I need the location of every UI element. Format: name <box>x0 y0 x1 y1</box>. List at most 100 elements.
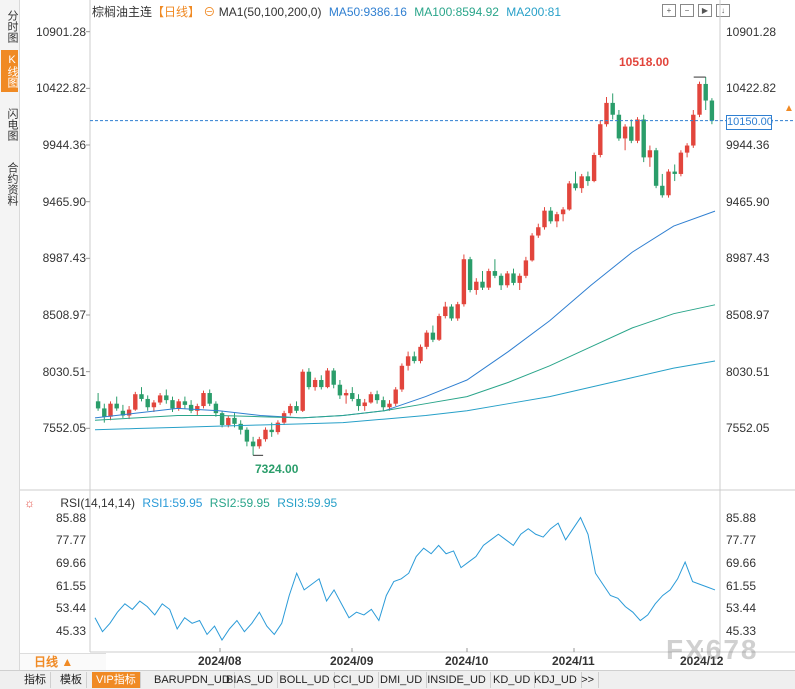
tab-intraday[interactable]: 分时图 <box>6 9 18 43</box>
chart-header: 棕榈油主连【日线】 ⊖ MA1(50,100,200,0) MA50:9386.… <box>92 3 561 20</box>
ma100-line <box>94 304 716 421</box>
candle-body <box>480 281 485 288</box>
ma50-value: MA50:9386.16 <box>328 5 407 19</box>
candle-body <box>145 398 150 408</box>
indicator-tab[interactable]: DMI_UD <box>376 672 428 688</box>
candle-body <box>505 273 510 286</box>
candle-body <box>647 150 653 158</box>
candle-body <box>195 406 200 411</box>
candle-body <box>343 393 349 396</box>
contract-title: 棕榈油主连 <box>92 5 153 19</box>
candle-body <box>548 210 553 222</box>
candle-body <box>294 406 299 411</box>
zoom-out-icon[interactable]: − <box>680 4 694 17</box>
candle-body <box>120 410 126 416</box>
candle-body <box>139 394 144 399</box>
price-tick-right: 8030.51 <box>726 364 770 379</box>
candle-body <box>306 371 312 388</box>
candle-body <box>176 401 181 409</box>
rsi2-value: RSI2:59.95 <box>209 496 270 510</box>
candle-body <box>598 124 603 155</box>
candle-body <box>387 403 392 408</box>
price-tick-right: 10422.82 <box>726 81 777 96</box>
tab-kline[interactable]: K线图 <box>1 50 18 92</box>
candle-body <box>250 441 256 447</box>
candle-body <box>697 83 702 115</box>
date-tick-label: 2024/12 <box>680 654 724 668</box>
price-tick-right: 9465.90 <box>726 194 770 209</box>
indicator-tab[interactable]: 指标 <box>20 672 51 688</box>
candle-body <box>114 403 119 409</box>
indicator-tab[interactable]: VIP指标 <box>92 672 141 688</box>
price-tick-right: 8508.97 <box>726 307 770 322</box>
price-tick-left: 8987.43 <box>42 251 86 266</box>
candle-body <box>170 400 175 409</box>
candle-body <box>374 394 380 401</box>
candle-body <box>405 356 411 366</box>
indicator-tab[interactable]: BARUPDN_UD <box>150 672 235 688</box>
rsi-header: ☼ RSI(14,14,14) RSI1:59.95 RSI2:59.95 RS… <box>24 496 337 510</box>
candle-body <box>517 275 522 283</box>
watermark-logo: FX678 <box>666 634 759 665</box>
candle-body <box>213 403 219 414</box>
candle-body <box>536 227 541 236</box>
candle-body <box>529 235 535 261</box>
indicator-tab[interactable]: INSIDE_UD <box>423 672 491 688</box>
price-tick-right: 8987.43 <box>726 251 770 266</box>
candle-body <box>319 380 324 388</box>
rsi-tick-left: 53.44 <box>55 601 86 616</box>
indicator-tab[interactable]: BIAS_UD <box>222 672 279 688</box>
zoom-in-icon[interactable]: + <box>662 4 676 17</box>
candle-body <box>703 83 708 101</box>
rsi-tick-right: 85.88 <box>726 510 757 525</box>
ma-config-label[interactable]: MA1(50,100,200,0) <box>218 5 322 19</box>
chart-area: 棕榈油主连【日线】 ⊖ MA1(50,100,200,0) MA50:9386.… <box>20 0 795 688</box>
tab-flash[interactable]: 闪电图 <box>6 107 18 141</box>
rsi-tick-left: 85.88 <box>55 510 86 525</box>
candle-body <box>325 370 330 388</box>
candle-body <box>604 102 609 125</box>
candle-body <box>622 126 628 139</box>
candle-body <box>430 332 436 340</box>
candle-body <box>188 404 194 411</box>
tab-contract-info[interactable]: 合约资料 <box>6 162 18 206</box>
candle-body <box>350 393 355 399</box>
play-icon[interactable]: ▶ <box>698 4 712 17</box>
price-tick-left: 10422.82 <box>35 81 86 96</box>
candle-body <box>443 306 448 317</box>
rsi-tick-right: 61.55 <box>726 578 757 593</box>
indicator-tab[interactable]: CCI_UD <box>329 672 379 688</box>
candle-body <box>275 422 281 433</box>
candle-body <box>629 126 634 141</box>
rsi-settings-icon[interactable]: ☼ <box>24 496 35 510</box>
rsi-tick-right: 69.66 <box>726 556 757 571</box>
indicator-tab[interactable]: >> <box>577 672 600 688</box>
candle-body <box>257 439 262 447</box>
candle-body <box>678 152 684 174</box>
indicator-tab[interactable]: BOLL_UD <box>275 672 335 688</box>
ma100-value: MA100:8594.92 <box>414 5 499 19</box>
rsi-tick-right: 45.33 <box>726 623 757 638</box>
price-tick-right: 10901.28 <box>726 24 777 39</box>
price-tick-left: 8030.51 <box>42 364 86 379</box>
rsi-tick-right: 53.44 <box>726 601 757 616</box>
rsi-config-label[interactable]: RSI(14,14,14) <box>60 496 136 510</box>
indicator-tab[interactable]: KDJ_UD <box>530 672 582 688</box>
period-selector[interactable]: 日线 ▲ <box>20 653 106 670</box>
candle-body <box>238 423 243 430</box>
rsi-line <box>94 516 716 641</box>
ma200-value: MA200:81 <box>506 5 561 19</box>
indicator-tab[interactable]: 模板 <box>56 672 87 688</box>
indicator-tab[interactable]: KD_UD <box>489 672 536 688</box>
candle-body <box>381 400 386 408</box>
candle-body <box>486 271 491 288</box>
candle-body <box>300 371 305 411</box>
export-icon[interactable]: ↓ <box>716 4 730 17</box>
kline-chart[interactable] <box>20 0 795 688</box>
period-label[interactable]: 【日线】 <box>152 5 201 19</box>
settings-icon[interactable]: ⊖ <box>203 5 216 19</box>
candle-body <box>684 145 690 153</box>
candle-body <box>399 365 405 390</box>
candle-body <box>653 150 659 186</box>
price-tick-left: 9465.90 <box>42 194 86 209</box>
